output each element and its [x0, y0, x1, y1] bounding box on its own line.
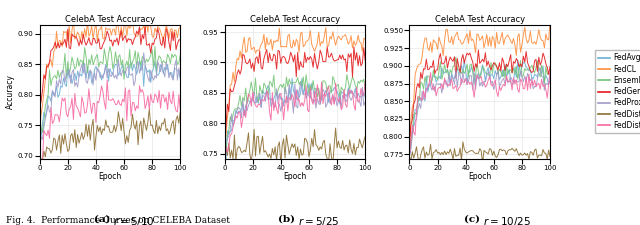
X-axis label: Epoch: Epoch: [99, 172, 122, 181]
X-axis label: Epoch: Epoch: [284, 172, 307, 181]
Title: CelebA Test Accuracy: CelebA Test Accuracy: [250, 15, 340, 24]
Text: $r = 5/10$: $r = 5/10$: [110, 215, 155, 225]
Text: $r = 10/25$: $r = 10/25$: [480, 215, 531, 225]
X-axis label: Epoch: Epoch: [468, 172, 492, 181]
Text: (c): (c): [464, 215, 480, 224]
Text: (b): (b): [278, 215, 295, 224]
Legend: FedAvg, FedCL, Ensemble, FedGen, FedProx, FedDistill, FedDistill⁻: FedAvg, FedCL, Ensemble, FedGen, FedProx…: [595, 50, 640, 133]
Text: $r = 5/25$: $r = 5/25$: [295, 215, 339, 225]
Y-axis label: Accuracy: Accuracy: [6, 74, 15, 109]
Title: CelebA Test Accuracy: CelebA Test Accuracy: [65, 15, 155, 24]
Text: (a): (a): [93, 215, 110, 224]
Text: Fig. 4.  Performance Curves on CELEBA Dataset: Fig. 4. Performance Curves on CELEBA Dat…: [6, 216, 230, 225]
Title: CelebA Test Accuracy: CelebA Test Accuracy: [435, 15, 525, 24]
